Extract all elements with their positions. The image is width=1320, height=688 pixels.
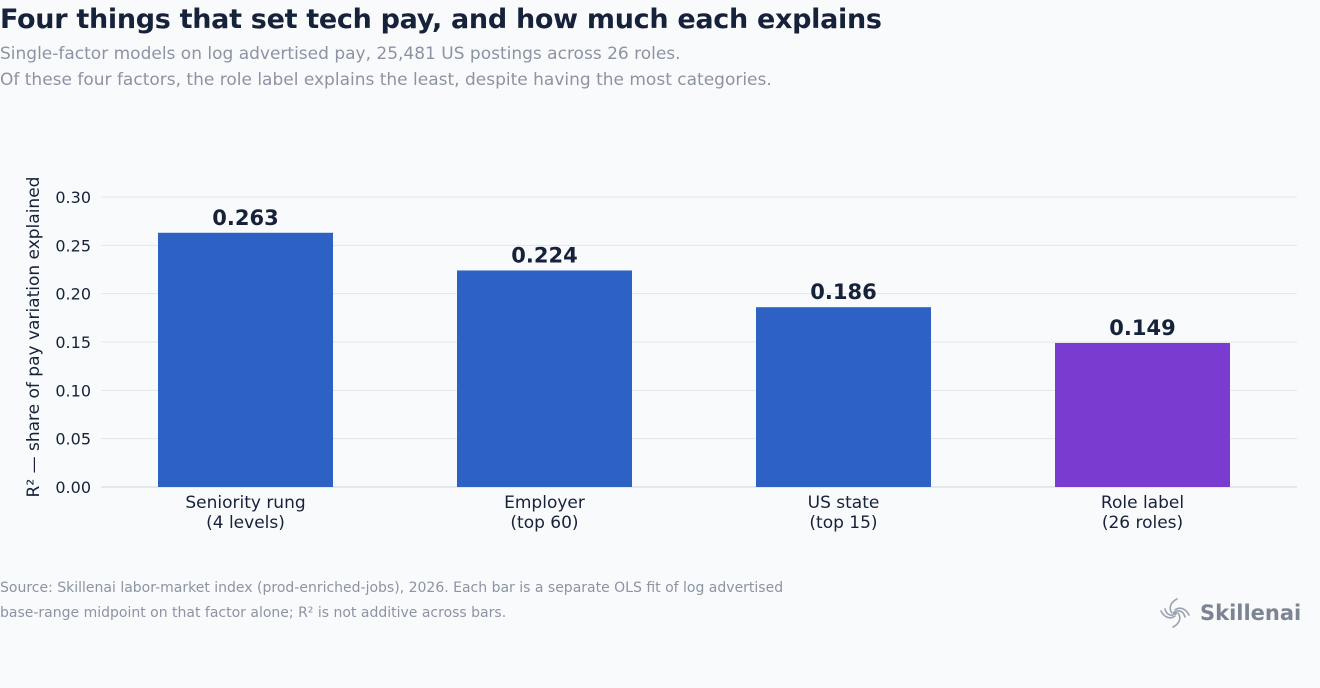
source-line-2: base-range midpoint on that factor alone… (0, 605, 507, 621)
x-tick-label: US state (808, 493, 880, 513)
x-tick-label: Employer (504, 493, 585, 513)
bar (1055, 342, 1230, 487)
chart-title: Four things that set tech pay, and how m… (0, 4, 882, 35)
source-note: Source: Skillenai labor-market index (pr… (0, 576, 783, 626)
bar (756, 307, 931, 487)
x-tick-label: (4 levels) (206, 513, 285, 533)
data-label: 0.149 (1109, 316, 1175, 340)
spiral-logo-icon (1160, 598, 1190, 628)
brand-logo: Skillenai (1158, 596, 1301, 630)
x-tick-label: (top 15) (809, 513, 877, 533)
data-label: 0.263 (212, 206, 278, 230)
y-tick-label: 0.30 (55, 188, 91, 207)
x-tick-label: (26 roles) (1102, 513, 1183, 533)
y-tick-label: 0.25 (55, 236, 91, 255)
brand-name: Skillenai (1200, 601, 1302, 625)
subtitle-line-2: Of these four factors, the role label ex… (0, 70, 772, 90)
bar (158, 232, 333, 487)
bar (457, 270, 632, 487)
x-tick-label: Seniority rung (185, 493, 305, 513)
subtitle-line-1: Single-factor models on log advertised p… (0, 44, 681, 64)
data-label: 0.224 (511, 243, 577, 267)
bar-chart: 0.00 0.05 0.10 0.15 0.20 0.25 0.30 R² — share o… (24, 177, 1297, 533)
y-tick-label: 0.05 (55, 430, 91, 449)
y-tick-label: 0.20 (55, 285, 91, 304)
data-label: 0.186 (810, 280, 876, 304)
y-tick-label: 0.10 (55, 381, 91, 400)
source-line-1: Source: Skillenai labor-market index (pr… (0, 580, 784, 596)
y-tick-label: 0.15 (55, 333, 91, 352)
y-tick-label: 0.00 (55, 478, 91, 497)
y-axis-title: R² — share of pay variation explained (24, 177, 44, 498)
x-tick-label: Role label (1101, 493, 1184, 513)
chart-subtitle: Single-factor models on log advertised p… (0, 41, 772, 93)
x-tick-label: (top 60) (510, 513, 578, 533)
